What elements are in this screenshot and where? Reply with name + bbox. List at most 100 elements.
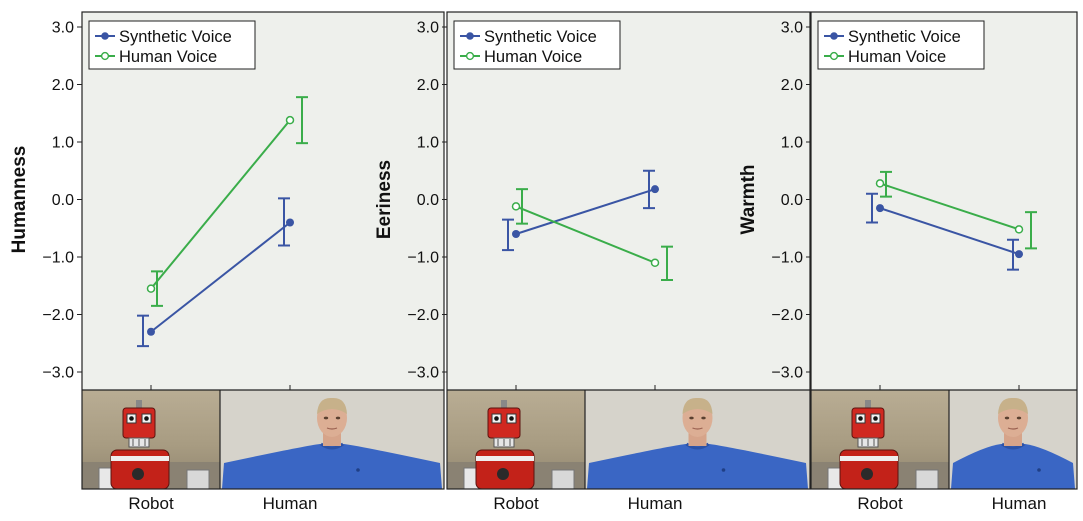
robot-pupil-left xyxy=(129,416,134,421)
chart-panel-3: 3.0 2.0 1.0 0.0 −1.0 −2.0 −3.0 Robot Human Warmth… xyxy=(738,11,1078,513)
robot-arm-right xyxy=(186,469,210,490)
robot-antenna xyxy=(136,400,142,410)
human-mouth xyxy=(692,427,703,430)
robot-body-stripe xyxy=(476,456,534,461)
y-tick-label: 0.0 xyxy=(52,192,74,209)
legend-marker-open xyxy=(100,51,110,61)
y-tick-label: −2.0 xyxy=(407,307,439,324)
y-tick-label: 0.0 xyxy=(417,192,439,209)
y-axis-label: Humanness xyxy=(9,146,30,254)
human-shirt-logo xyxy=(1037,468,1041,472)
error-bar xyxy=(1007,238,1019,271)
legend-label: Human Voice xyxy=(848,48,946,66)
series-line-synthetic xyxy=(150,221,291,333)
legend-marker-filled xyxy=(466,32,474,40)
legend: Synthetic Voice Human Voice xyxy=(88,20,256,70)
robot-body-knob xyxy=(132,468,144,480)
legend-marker-filled xyxy=(830,32,838,40)
robot-pupil-right xyxy=(873,416,878,421)
human-mouth xyxy=(1007,427,1019,430)
series-line-synthetic xyxy=(879,207,1020,256)
human-eye-left xyxy=(323,416,329,420)
error-bar xyxy=(516,188,528,225)
human-mouth xyxy=(326,427,338,430)
robot-antenna xyxy=(865,400,871,410)
data-point-synthetic xyxy=(512,230,520,238)
human-eye-right xyxy=(335,416,341,420)
data-point-human xyxy=(511,202,521,211)
legend-marker-open xyxy=(465,51,475,61)
human-eye-left xyxy=(689,416,694,420)
human-collar xyxy=(685,442,710,450)
robot-antenna xyxy=(501,400,507,410)
human-shirt xyxy=(951,444,1075,489)
legend: Synthetic Voice Human Voice xyxy=(453,20,621,70)
robot-arm-right xyxy=(551,469,575,490)
y-axis-label: Eeriness xyxy=(374,160,395,239)
plot-area xyxy=(447,12,810,390)
series-line-human xyxy=(150,119,291,290)
robot-pupil-left xyxy=(494,416,499,421)
y-tick-label: 3.0 xyxy=(781,20,803,37)
data-point-synthetic xyxy=(651,185,659,194)
panel-frame xyxy=(81,11,445,490)
legend-label: Human Voice xyxy=(484,48,582,66)
error-bar xyxy=(1025,211,1037,250)
error-bar xyxy=(296,96,308,145)
human-eye-right xyxy=(1016,416,1022,420)
y-tick-label: 0.0 xyxy=(781,192,803,209)
robot-body-stripe xyxy=(840,456,898,461)
chart-panel-2: 3.0 2.0 1.0 0.0 −1.0 −2.0 −3.0 Robot Human Eerine… xyxy=(374,11,811,513)
y-tick-label: −3.0 xyxy=(42,365,74,382)
y-tick-label: −1.0 xyxy=(771,250,803,267)
human-hair xyxy=(682,397,713,414)
plot-area xyxy=(811,12,1077,390)
y-tick-label: −3.0 xyxy=(771,365,803,382)
human-eye-right xyxy=(701,416,706,420)
data-point-human xyxy=(875,179,885,188)
y-tick-label: −1.0 xyxy=(407,250,439,267)
robot-body-knob xyxy=(861,468,873,480)
y-tick-label: 2.0 xyxy=(52,77,74,94)
data-point-human xyxy=(146,284,156,293)
y-tick-label: 1.0 xyxy=(417,135,439,152)
y-tick-label: −1.0 xyxy=(42,250,74,267)
error-bar xyxy=(278,197,290,247)
robot-body-knob xyxy=(497,468,509,480)
y-tick-label: 2.0 xyxy=(781,77,803,94)
data-point-synthetic xyxy=(147,327,155,336)
error-bar xyxy=(137,314,149,348)
human-shirt-logo xyxy=(356,468,360,472)
human-collar xyxy=(1001,442,1025,450)
y-tick-label: 3.0 xyxy=(52,20,74,37)
human-shirt xyxy=(587,444,808,489)
robot-pupil-left xyxy=(858,416,863,421)
robot-pupil-right xyxy=(509,416,514,421)
legend-box xyxy=(453,20,621,70)
series-line-human xyxy=(515,205,656,264)
x-label-robot: Robot xyxy=(493,494,539,513)
data-point-synthetic xyxy=(876,204,884,213)
human-eye-left xyxy=(1004,416,1010,420)
human-hair xyxy=(317,397,347,414)
x-label-human: Human xyxy=(263,494,318,513)
error-bar xyxy=(643,169,655,210)
robot-arm-right xyxy=(915,469,939,490)
error-bar xyxy=(866,192,878,224)
data-point-synthetic xyxy=(286,218,294,227)
x-label-robot: Robot xyxy=(128,494,174,513)
human-shirt xyxy=(222,444,442,489)
human-hair xyxy=(998,397,1028,414)
series-line-human xyxy=(879,182,1020,231)
y-tick-label: −2.0 xyxy=(771,307,803,324)
legend-label: Human Voice xyxy=(119,48,217,66)
x-label-robot: Robot xyxy=(857,494,903,513)
panel-frame xyxy=(446,11,811,490)
y-tick-label: 1.0 xyxy=(781,135,803,152)
robot-pupil-right xyxy=(144,416,149,421)
legend-box xyxy=(817,20,985,70)
legend-box xyxy=(88,20,256,70)
y-tick-label: −2.0 xyxy=(42,307,74,324)
error-bar xyxy=(661,245,673,281)
